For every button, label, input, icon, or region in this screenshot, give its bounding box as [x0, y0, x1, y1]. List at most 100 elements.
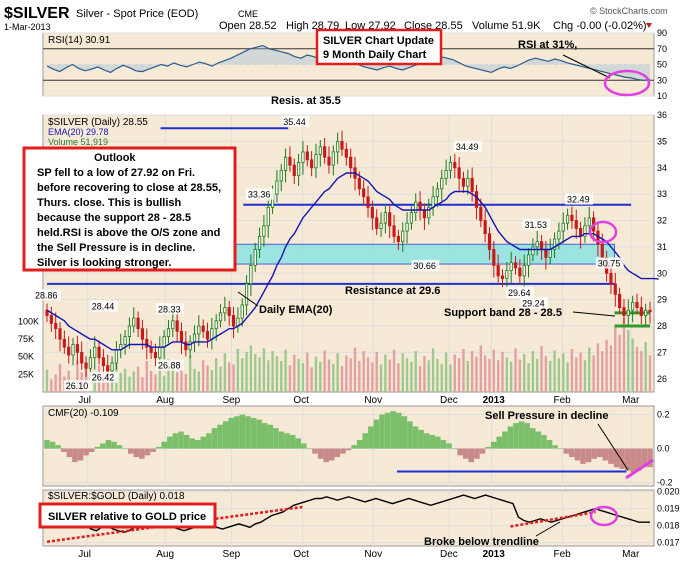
candle-body — [175, 320, 179, 332]
cmf-bar — [462, 448, 469, 459]
price-tick-label: 35 — [657, 136, 667, 146]
candle-body — [336, 140, 340, 153]
cmf-bar — [468, 448, 475, 463]
trendline-break-label: Broke below trendline — [424, 536, 539, 548]
price-tick-label: 30 — [657, 268, 667, 278]
cmf-bar — [496, 436, 503, 449]
candle-body — [500, 275, 505, 279]
candle-body — [80, 352, 84, 364]
volume-bar — [132, 371, 135, 392]
volume-bar — [102, 375, 105, 392]
candle-body — [205, 330, 210, 340]
cmf-bar — [234, 416, 240, 449]
candle-body — [323, 146, 327, 158]
ticker-label: $SILVER — [4, 5, 70, 22]
candle-body — [414, 201, 418, 214]
price-annotation-label: 33.36 — [248, 190, 271, 200]
volume-bar — [84, 367, 88, 392]
volume-bar — [544, 356, 548, 392]
candle-body — [357, 177, 361, 190]
candle-body — [244, 283, 249, 306]
volume-bar — [648, 355, 652, 392]
volume-bar — [232, 364, 235, 392]
cmf-bar — [423, 433, 430, 449]
volume-bar — [245, 351, 248, 392]
cmf-bar — [334, 448, 341, 458]
candle-body — [431, 196, 435, 208]
cmf-bar — [502, 431, 508, 449]
ratio-month-label: Oct — [293, 549, 309, 560]
candle-body — [210, 328, 214, 340]
volume-bar — [271, 351, 274, 392]
candle-body — [522, 264, 526, 277]
volume-bar — [362, 351, 365, 392]
candle-body — [648, 309, 652, 312]
cmf-bar — [239, 414, 246, 449]
candle-body — [375, 217, 379, 229]
cmf-bar — [317, 448, 324, 459]
relative-box-label: SILVER relative to GOLD price — [48, 511, 206, 523]
candle-body — [557, 230, 561, 240]
volume-bar — [579, 352, 582, 392]
price-label-bg — [281, 115, 310, 127]
candle-body — [448, 162, 453, 171]
cmf-bar — [60, 448, 67, 452]
volume-bar — [601, 351, 604, 392]
cmf-bar — [100, 443, 106, 449]
candle-body — [297, 162, 301, 177]
volume-bar — [436, 358, 439, 392]
volume-bar — [384, 354, 387, 392]
candle-body — [531, 246, 535, 256]
candle-body — [305, 151, 309, 161]
volume-bar — [488, 358, 491, 392]
volume-bar — [397, 363, 400, 392]
cmf-bar — [133, 448, 140, 458]
price-month-label: 2013 — [483, 395, 506, 406]
volume-bar — [575, 357, 578, 392]
candle-body — [223, 307, 227, 314]
outlook-box: Outlook SP fell to a low of 27.92 on Fri… — [22, 146, 237, 272]
cmf-bar — [574, 448, 581, 461]
price-tick-label: 32 — [657, 216, 667, 226]
candle-body — [457, 167, 461, 179]
price-annotation-label: 29.64 — [508, 288, 531, 298]
cmf-bar — [122, 448, 128, 450]
candle-body — [292, 164, 296, 177]
cmf-bar — [507, 426, 514, 449]
outlook-frame — [22, 146, 237, 272]
title-box-line-1: SILVER Chart Update — [323, 35, 434, 47]
cmf-bar — [485, 446, 491, 449]
cmf-bar — [105, 440, 112, 449]
candle-body — [570, 214, 574, 221]
volume-bar — [379, 364, 383, 392]
volume-bar — [505, 357, 509, 392]
price-label-bg — [565, 193, 594, 205]
candle-body — [257, 235, 262, 250]
candle-body — [618, 293, 622, 308]
candle-body — [548, 249, 552, 258]
volume-bar — [388, 359, 391, 392]
volume-bar — [50, 379, 53, 392]
candle-body — [422, 209, 427, 219]
candle-body — [362, 188, 366, 198]
candle-body — [162, 336, 166, 348]
rsi-tick-label: 30 — [657, 75, 667, 85]
price-label-bg — [245, 188, 274, 200]
price-month-label: Aug — [156, 395, 174, 406]
ema-label-pointer — [237, 291, 259, 307]
volume-bar — [175, 372, 179, 392]
price-annotation-label: 26.10 — [66, 381, 89, 391]
price-annotation-label: 26.88 — [158, 361, 181, 371]
outlook-line-4: because the support 28 - 28.5 — [37, 212, 191, 224]
cmf-bar — [630, 448, 637, 473]
volume-bar — [462, 348, 465, 392]
cmf-bar — [222, 421, 229, 449]
cmf-bar — [412, 426, 419, 449]
candle-body — [110, 362, 114, 372]
candle-body — [140, 328, 145, 340]
cmf-bar — [490, 441, 497, 449]
cmf-bar — [624, 448, 631, 471]
rsi-title: RSI(14) 30.91 — [48, 35, 111, 46]
cmf-bar — [451, 448, 458, 450]
candle-body — [440, 177, 444, 190]
